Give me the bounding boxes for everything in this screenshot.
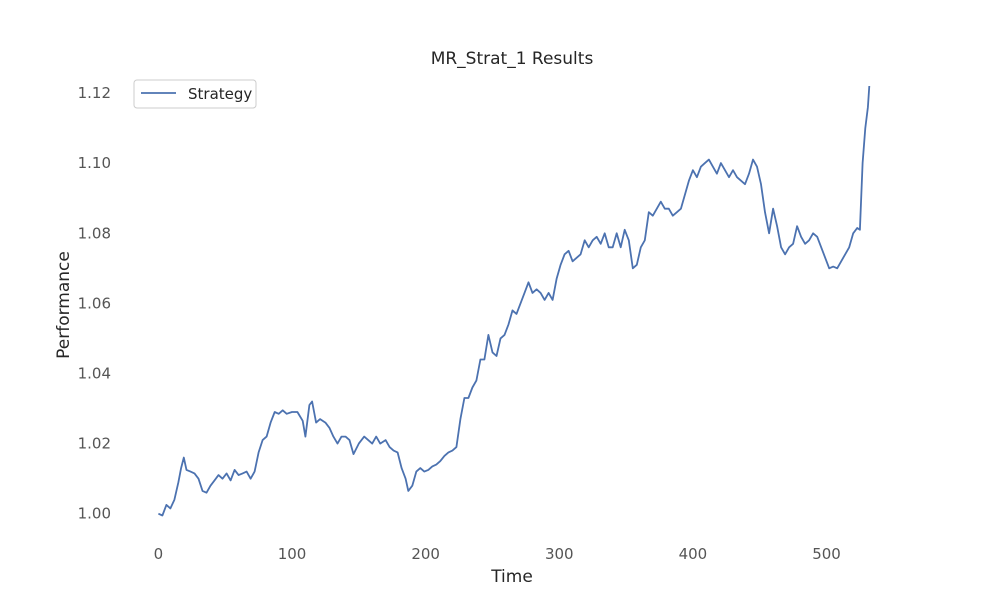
series-layer bbox=[158, 85, 871, 517]
series-line-strategy bbox=[158, 85, 871, 517]
x-tick-label: 300 bbox=[545, 545, 574, 563]
y-tick-label: 1.08 bbox=[78, 224, 111, 242]
y-tick-label: 1.10 bbox=[78, 154, 111, 172]
legend-box bbox=[133, 79, 257, 109]
x-tick-label: 100 bbox=[278, 545, 307, 563]
y-tick-label: 1.12 bbox=[78, 84, 111, 102]
y-axis-ticks: 1.00 1.02 1.04 1.06 1.08 1.10 1.12 bbox=[78, 84, 111, 523]
y-tick-label: 1.04 bbox=[78, 364, 111, 382]
legend-label-strategy: Strategy bbox=[188, 85, 252, 103]
x-tick-label: 200 bbox=[411, 545, 440, 563]
legend: Strategy bbox=[133, 79, 257, 109]
x-axis-ticks: 0 100 200 300 400 500 bbox=[154, 545, 841, 563]
y-tick-label: 1.00 bbox=[78, 505, 111, 523]
y-axis-label: Performance bbox=[54, 251, 74, 359]
x-tick-label: 0 bbox=[154, 545, 164, 563]
chart-title: MR_Strat_1 Results bbox=[431, 49, 594, 69]
y-tick-label: 1.02 bbox=[78, 435, 111, 453]
x-tick-label: 500 bbox=[812, 545, 841, 563]
x-axis-label: Time bbox=[490, 567, 533, 587]
y-tick-label: 1.06 bbox=[78, 294, 111, 312]
x-tick-label: 400 bbox=[679, 545, 708, 563]
